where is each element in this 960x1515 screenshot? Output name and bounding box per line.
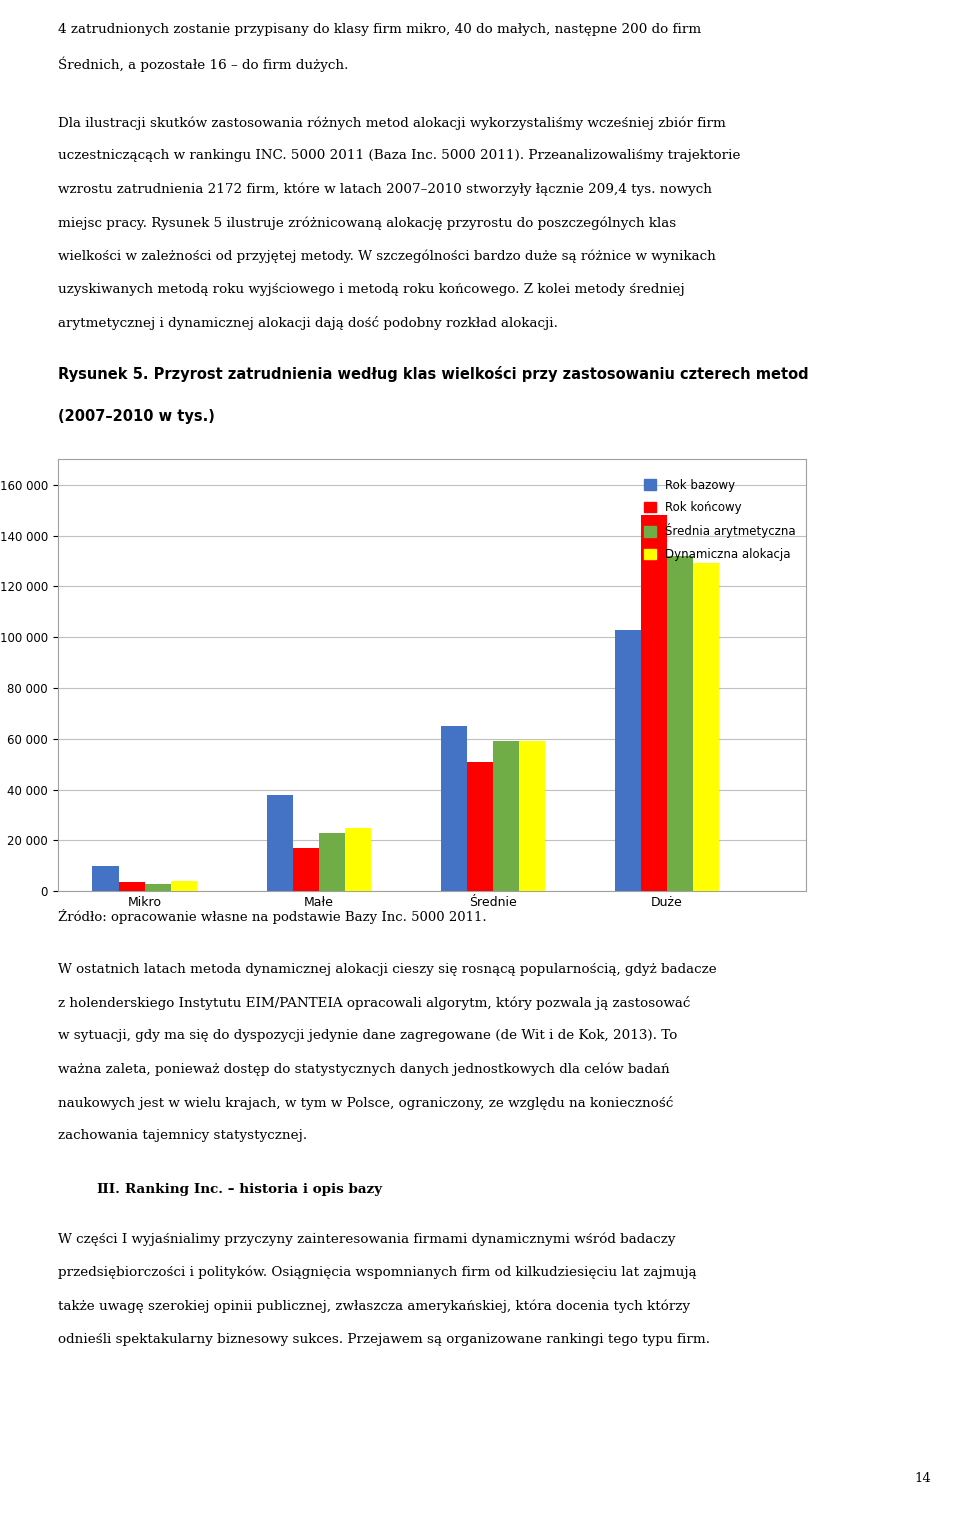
Text: ważna zaleta, ponieważ dostęp do statystycznych danych jednostkowych dla celów b: ważna zaleta, ponieważ dostęp do statyst… — [58, 1062, 669, 1076]
Bar — [345, 827, 372, 891]
Text: Rysunek 5. Przyrost zatrudnienia według klas wielkości przy zastosowaniu czterec: Rysunek 5. Przyrost zatrudnienia według … — [58, 367, 808, 382]
Text: uczestniczącąch w rankingu INC. 5000 2011 (Baza Inc. 5000 2011). Przeanalizowali: uczestniczącąch w rankingu INC. 5000 201… — [58, 150, 740, 162]
Text: wielkości w zależności od przyjętej metody. W szczególności bardzo duże są różni: wielkości w zależności od przyjętej meto… — [58, 250, 715, 264]
Bar — [145, 883, 171, 891]
Text: 14: 14 — [915, 1471, 931, 1485]
Bar — [693, 564, 719, 891]
Bar — [293, 848, 319, 891]
Text: Dla ilustracji skutków zastosowania różnych metod alokacji wykorzystaliśmy wcześ: Dla ilustracji skutków zastosowania różn… — [58, 117, 726, 130]
Bar — [319, 833, 345, 891]
Text: arytmetycznej i dynamicznej alokacji dają dość podobny rozkład alokacji.: arytmetycznej i dynamicznej alokacji daj… — [58, 317, 558, 330]
Text: wzrostu zatrudnienia 2172 firm, które w latach 2007–2010 stworzyły łącznie 209,4: wzrostu zatrudnienia 2172 firm, które w … — [58, 183, 711, 197]
Text: Źródło: opracowanie własne na podstawie Bazy Inc. 5000 2011.: Źródło: opracowanie własne na podstawie … — [58, 909, 486, 924]
Text: Średnich, a pozostałe 16 – do firm dużych.: Średnich, a pozostałe 16 – do firm dużyc… — [58, 56, 348, 71]
Text: miejsc pracy. Rysunek 5 ilustruje zróżnicowaną alokację przyrostu do poszczególn: miejsc pracy. Rysunek 5 ilustruje zróżni… — [58, 217, 676, 230]
Bar — [641, 515, 667, 891]
Text: W części I wyjaśnialimy przyczyny zainteresowania firmami dynamicznymi wśród bad: W części I wyjaśnialimy przyczyny zainte… — [58, 1233, 675, 1247]
Bar — [441, 726, 467, 891]
Text: Ranking Inc. – historia i opis bazy: Ranking Inc. – historia i opis bazy — [125, 1183, 382, 1195]
Bar — [492, 741, 519, 891]
Bar — [267, 794, 293, 891]
Text: odnieśli spektakularny biznesowy sukces. Przejawem są organizowane rankingi tego: odnieśli spektakularny biznesowy sukces.… — [58, 1333, 709, 1345]
Legend: Rok bazowy, Rok końcowy, Średnia arytmetyczna, Dynamiczna alokacja: Rok bazowy, Rok końcowy, Średnia arytmet… — [639, 474, 801, 565]
Text: zachowania tajemnicy statystycznej.: zachowania tajemnicy statystycznej. — [58, 1129, 307, 1142]
Bar — [614, 630, 641, 891]
Text: w sytuacji, gdy ma się do dyspozycji jedynie dane zagregowane (de Wit i de Kok, : w sytuacji, gdy ma się do dyspozycji jed… — [58, 1029, 677, 1042]
Bar — [667, 556, 693, 891]
Bar — [92, 865, 118, 891]
Bar — [171, 880, 197, 891]
Text: przedsiębiorczości i polityków. Osiągnięcia wspomnianych firm od kilkudziesięciu: przedsiębiorczości i polityków. Osiągnię… — [58, 1267, 696, 1280]
Bar — [467, 762, 492, 891]
Text: także uwagę szerokiej opinii publicznej, zwłaszcza amerykańskiej, która docenia : także uwagę szerokiej opinii publicznej,… — [58, 1300, 689, 1314]
Text: uzyskiwanych metodą roku wyjściowego i metodą roku końcowego. Z kolei metody śre: uzyskiwanych metodą roku wyjściowego i m… — [58, 283, 684, 295]
Text: naukowych jest w wielu krajach, w tym w Polsce, ograniczony, ze względu na konie: naukowych jest w wielu krajach, w tym w … — [58, 1095, 673, 1110]
Bar — [118, 882, 145, 891]
Text: (2007–2010 w tys.): (2007–2010 w tys.) — [58, 409, 214, 424]
Text: z holenderskiego Instytutu EIM/PANTEIA opracowali algorytm, który pozwala ją zas: z holenderskiego Instytutu EIM/PANTEIA o… — [58, 995, 690, 1011]
Text: W ostatnich latach metoda dynamicznej alokacji cieszy się rosnącą popularnością,: W ostatnich latach metoda dynamicznej al… — [58, 962, 716, 976]
Text: III.: III. — [96, 1183, 120, 1195]
Bar — [519, 741, 545, 891]
Text: 4 zatrudnionych zostanie przypisany do klasy firm mikro, 40 do małych, następne : 4 zatrudnionych zostanie przypisany do k… — [58, 23, 701, 36]
